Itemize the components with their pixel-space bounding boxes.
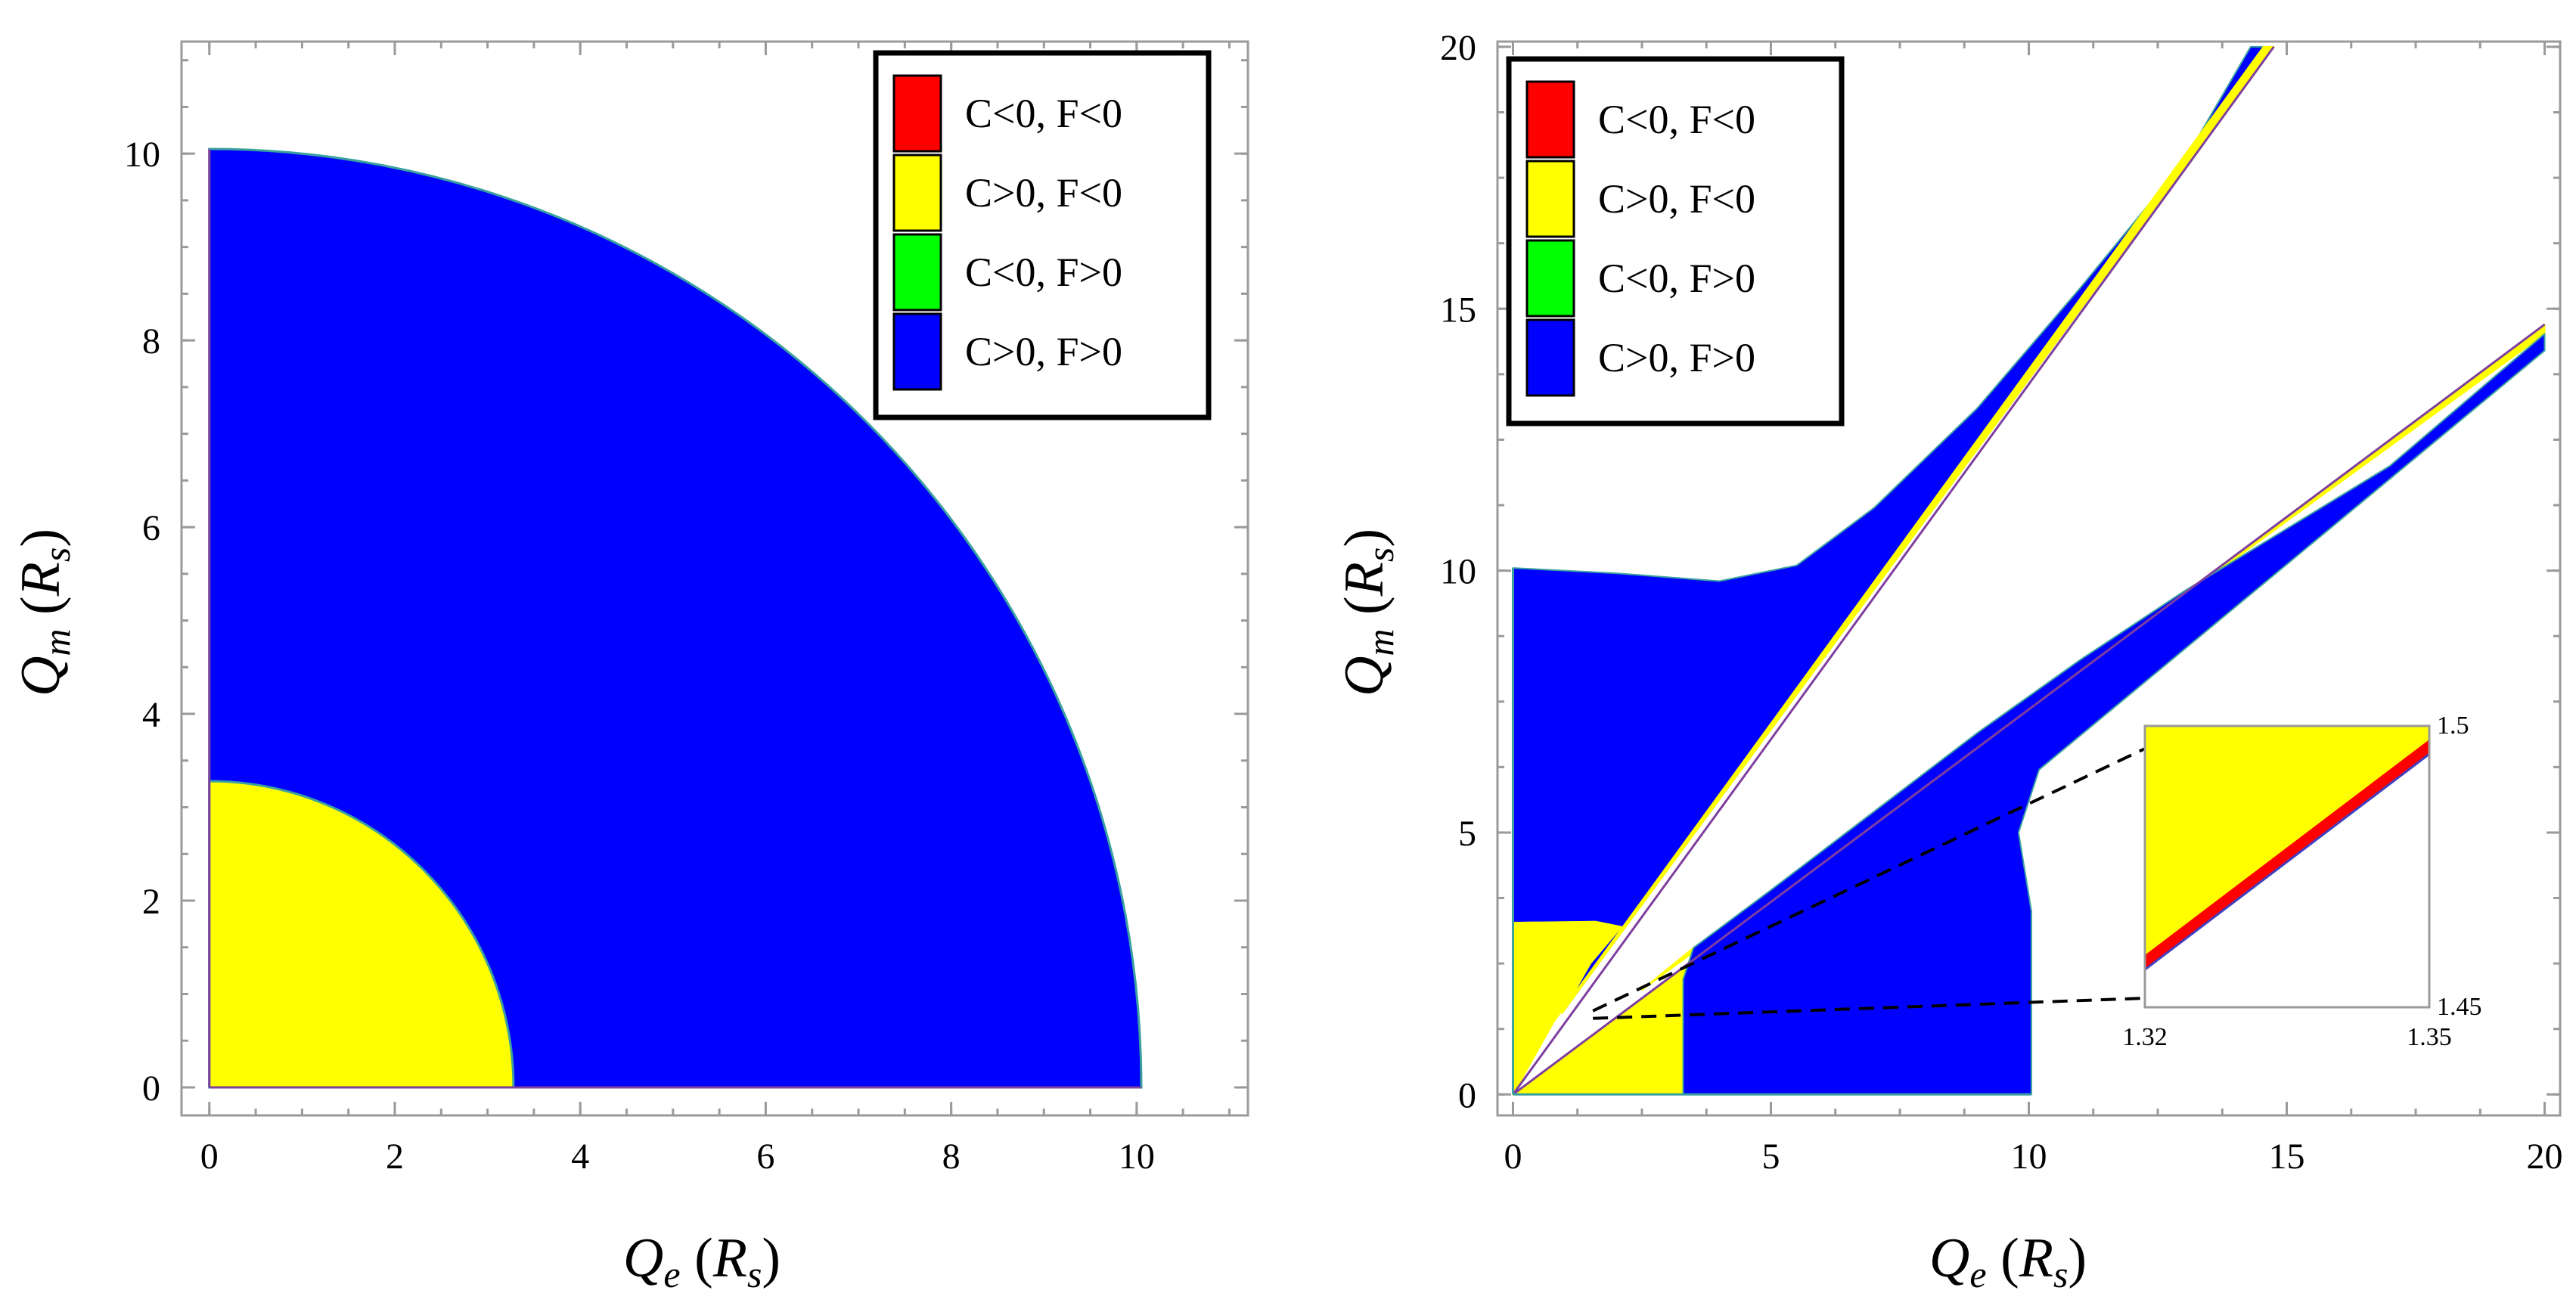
legend-label: C<0, F<0	[965, 91, 1122, 136]
inset-connector	[1592, 747, 2146, 1013]
chart-right-x-tick-label: 10	[2011, 1137, 2047, 1177]
chart-left-x-tick-label: 4	[571, 1137, 589, 1177]
chart-right-x-tick-label: 20	[2527, 1137, 2563, 1177]
legend-swatch	[892, 312, 942, 391]
legend-entry: C>0, F>0	[1525, 318, 1755, 397]
legend-entry: C>0, F<0	[892, 154, 1122, 232]
chart-left-x-tick-label: 2	[386, 1137, 404, 1177]
region-c-0-f-0	[208, 780, 515, 1089]
chart-right-y-tick-label: 20	[1440, 28, 1476, 68]
chart-right-y-tick-label: 15	[1440, 290, 1476, 330]
inset-tick-label: 1.32	[2122, 1023, 2168, 1051]
legend-label: C>0, F<0	[1598, 176, 1755, 222]
legend-swatch	[892, 154, 942, 232]
chart-left-tick-labels: 0 2 4 6 8 10 0 2 4 6 8 10	[124, 135, 1155, 1177]
legend-label: C>0, F>0	[1598, 335, 1755, 380]
legend-label: C>0, F<0	[965, 170, 1122, 216]
chart-right-legend: C<0, F<0 C>0, F<0 C<0, F>0 C>0, F>0	[1506, 56, 1845, 426]
legend-entry: C<0, F>0	[1525, 239, 1755, 318]
chart-left-regions	[208, 147, 1143, 1089]
chart-right-x-tick-label: 15	[2269, 1137, 2305, 1177]
legend-swatch	[892, 233, 942, 312]
chart-left-y-tick-label: 0	[142, 1069, 160, 1109]
legend-swatch	[1525, 80, 1575, 159]
chart-left-x-tick-label: 6	[756, 1137, 774, 1177]
legend-swatch	[1525, 160, 1575, 238]
legend-swatch	[1525, 239, 1575, 318]
legend-entry: C<0, F<0	[1525, 80, 1755, 159]
chart-left-y-tick-label: 8	[142, 321, 160, 361]
legend-entry: C<0, F>0	[892, 233, 1122, 312]
boundary-line	[1512, 46, 2275, 1096]
chart-right-x-tick-label: 0	[1504, 1137, 1522, 1177]
inset-zoom: 1.32 1.35 1.5 1.45	[1592, 712, 2482, 1051]
chart-left-x-tick-label: 0	[200, 1137, 219, 1177]
legend-entry: C>0, F>0	[892, 312, 1122, 391]
legend-label: C<0, F<0	[1598, 97, 1755, 142]
inset-tick-labels: 1.32 1.35 1.5 1.45	[2122, 712, 2481, 1051]
legend-label: C>0, F>0	[965, 329, 1122, 374]
legend-label: C<0, F>0	[1598, 256, 1755, 301]
inset-connector-lines	[1592, 747, 2146, 1020]
region-lower-blue-lobe	[1682, 333, 2546, 1096]
chart-left-frame	[180, 40, 1249, 1117]
chart-left-y-tick-label: 6	[142, 508, 160, 548]
chart-right-x-tick-label: 5	[1761, 1137, 1780, 1177]
inset-boundary-line	[2144, 753, 2430, 971]
chart-right-tick-labels: 0 5 10 15 20 0 5 10 15 20	[1440, 28, 2563, 1177]
region-upper-yellow-band	[1512, 45, 2275, 1096]
legend-swatch	[892, 74, 942, 153]
inset-connector	[1593, 997, 2146, 1020]
region-c-0-f-0	[208, 147, 1143, 1089]
chart-left-x-tick-label: 10	[1119, 1137, 1155, 1177]
chart-right-y-tick-label: 10	[1440, 552, 1476, 592]
chart-left-y-tick-label: 2	[142, 882, 160, 922]
inset-tick-label: 1.5	[2437, 712, 2469, 740]
chart-left-x-tick-label: 8	[942, 1137, 961, 1177]
chart-left-legend: C<0, F<0 C>0, F<0 C<0, F>0 C>0, F>0	[873, 50, 1212, 420]
legend-swatch	[1525, 318, 1575, 397]
chart-right-y-tick-label: 5	[1458, 814, 1476, 854]
chart-left-y-tick-label: 4	[142, 695, 160, 735]
inset-tick-label: 1.35	[2407, 1023, 2452, 1051]
chart-left-y-tick-label: 10	[124, 135, 160, 175]
legend-entry: C>0, F<0	[1525, 160, 1755, 238]
chart-right-y-tick-label: 0	[1458, 1075, 1476, 1115]
legend-label: C<0, F>0	[965, 250, 1122, 295]
inset-tick-label: 1.45	[2437, 993, 2482, 1021]
legend-entry: C<0, F<0	[892, 74, 1122, 153]
inset-frame	[2143, 724, 2431, 1009]
